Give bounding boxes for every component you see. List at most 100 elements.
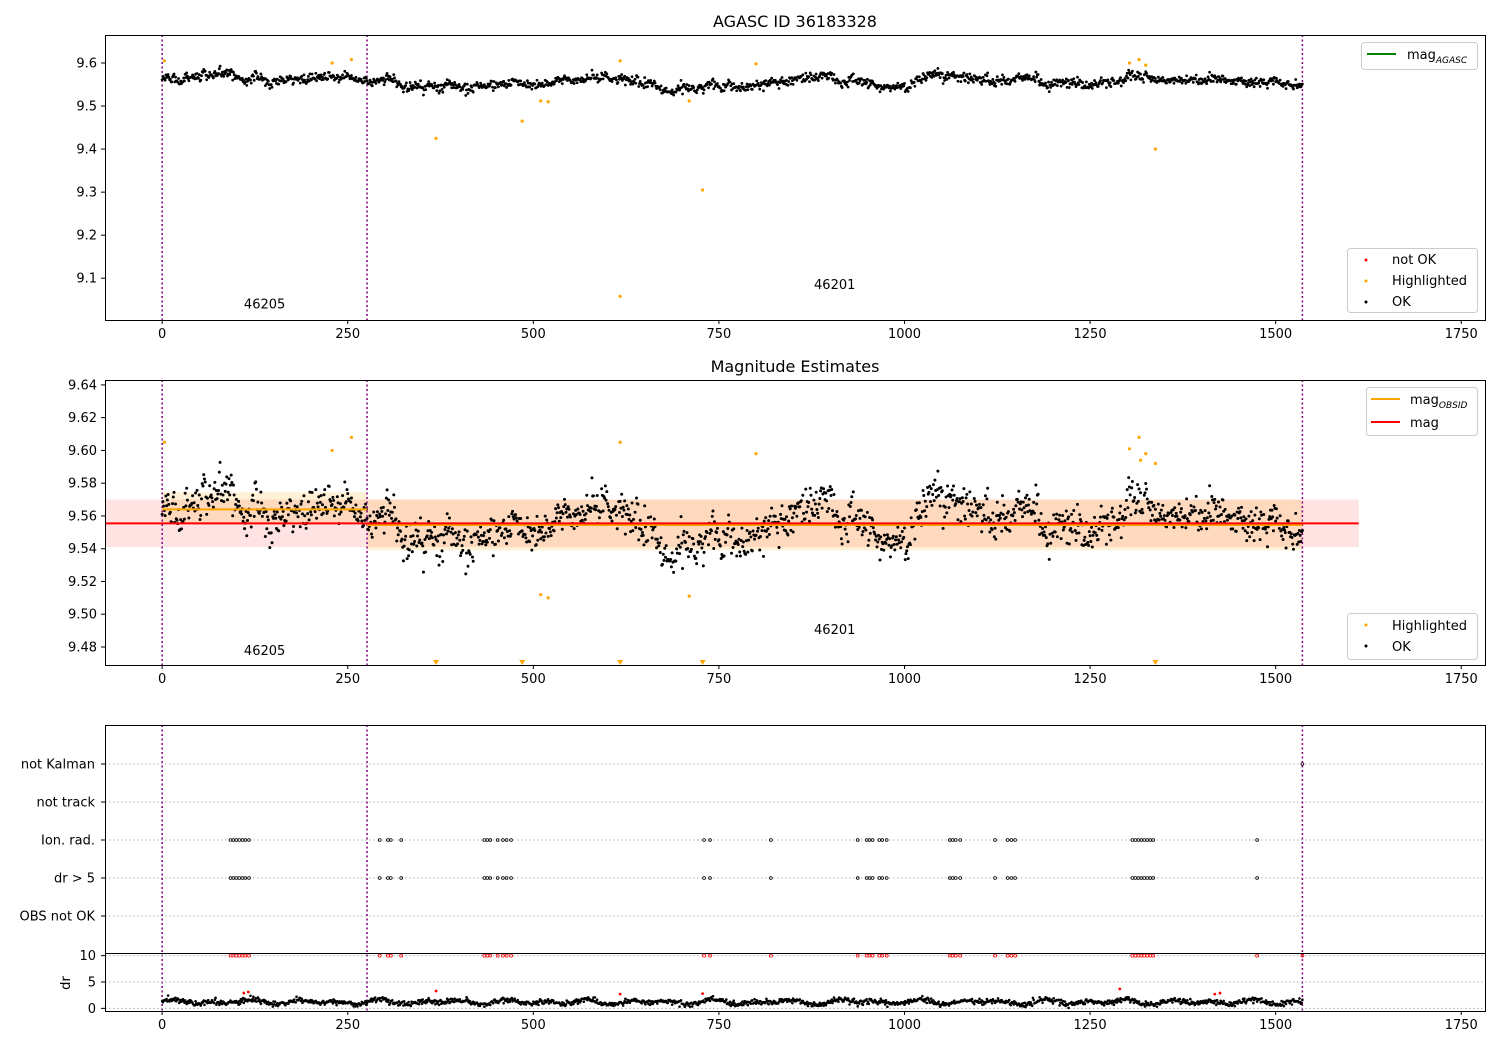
ok-point xyxy=(585,493,589,497)
ok-point xyxy=(1025,493,1029,497)
ok-point xyxy=(1251,81,1255,85)
ok-point xyxy=(287,76,291,80)
ok-point xyxy=(896,525,900,529)
ok-point xyxy=(920,77,924,81)
dr-point xyxy=(1127,996,1130,999)
ok-point xyxy=(163,514,167,518)
ok-point xyxy=(1147,506,1151,510)
dr-point xyxy=(670,1003,674,1006)
ok-point xyxy=(1121,514,1125,518)
dr-point xyxy=(249,994,252,998)
ok-point xyxy=(767,533,771,537)
dr-point xyxy=(513,997,517,1001)
ok-point xyxy=(965,492,969,496)
flag-point xyxy=(1009,838,1014,842)
ok-point xyxy=(421,544,425,548)
ok-point xyxy=(575,81,579,85)
ok-point xyxy=(1122,518,1126,522)
ok-point xyxy=(395,539,399,543)
dr-point xyxy=(767,1002,770,1006)
ok-point xyxy=(400,537,404,541)
ok-point xyxy=(284,519,288,523)
panel-1-legend-lower: not OK Highlighted OK xyxy=(1347,248,1478,313)
ok-point xyxy=(1144,482,1148,486)
flag-point xyxy=(488,876,493,880)
ok-point xyxy=(211,505,215,509)
ok-point xyxy=(1258,85,1262,88)
ok-point xyxy=(1062,525,1066,529)
ok-point xyxy=(927,490,931,494)
ok-point xyxy=(1090,545,1094,549)
ok-point xyxy=(840,542,844,546)
ok-point xyxy=(946,70,949,74)
ok-point xyxy=(934,495,938,499)
ok-point xyxy=(442,85,446,89)
ok-point xyxy=(252,74,255,78)
ok-point xyxy=(1032,75,1036,79)
ok-point xyxy=(940,72,944,75)
ok-point xyxy=(1038,83,1041,87)
legend-mag-agasc-label: mag xyxy=(1407,48,1436,63)
dr-point xyxy=(402,1004,405,1007)
ok-point xyxy=(1035,502,1039,506)
ok-point xyxy=(231,78,235,82)
legend-highlighted-2: Highlighted xyxy=(1392,619,1467,634)
ok-point xyxy=(812,498,816,502)
ok-point xyxy=(538,528,542,532)
ok-point xyxy=(1063,519,1067,523)
ok-point xyxy=(801,493,805,497)
ok-point xyxy=(272,516,276,520)
ok-point xyxy=(1106,78,1110,82)
ok-point xyxy=(658,550,662,554)
ok-point xyxy=(641,533,645,537)
ok-point xyxy=(1284,87,1288,91)
ok-point xyxy=(1158,511,1162,515)
ok-point xyxy=(228,493,232,497)
ok-point xyxy=(920,81,923,85)
panel-2-title: Magnitude Estimates xyxy=(711,357,880,376)
ok-point xyxy=(679,515,683,519)
ok-point xyxy=(213,480,217,484)
ok-point xyxy=(1046,542,1050,546)
ok-point xyxy=(790,504,794,508)
ok-point xyxy=(455,536,459,540)
ok-point xyxy=(268,87,272,90)
ok-point xyxy=(1154,77,1157,80)
dr-point xyxy=(624,997,627,1001)
dr-notok-point xyxy=(242,991,246,995)
ok-point xyxy=(1283,531,1287,535)
dr-clipped-point xyxy=(880,953,885,958)
ok-point xyxy=(913,537,917,541)
dr-point xyxy=(356,1005,359,1008)
ok-point xyxy=(1038,532,1042,536)
ok-point xyxy=(1084,80,1088,84)
ok-point xyxy=(1021,78,1024,82)
ok-point xyxy=(502,84,506,88)
dr-clipped-point xyxy=(993,953,997,958)
ok-point xyxy=(162,504,166,508)
flag-point xyxy=(855,876,860,880)
ok-point xyxy=(323,71,327,75)
ok-point xyxy=(299,502,303,506)
ok-point xyxy=(548,530,552,534)
ok-point xyxy=(524,536,528,540)
dr-point xyxy=(397,1000,401,1003)
ok-point xyxy=(959,80,963,84)
dr-point xyxy=(331,1002,335,1005)
svg-text:magOBSID: magOBSID xyxy=(1410,393,1468,411)
ok-point xyxy=(1042,530,1046,534)
ok-point xyxy=(622,508,626,512)
ok-point xyxy=(290,77,294,81)
ok-point xyxy=(442,533,446,537)
ok-point xyxy=(246,518,250,522)
ok-point xyxy=(1264,525,1268,529)
ok-point xyxy=(444,525,448,529)
dr-point xyxy=(255,1000,258,1003)
ok-point xyxy=(938,504,942,508)
ok-point xyxy=(463,82,467,86)
ok-point xyxy=(1136,74,1140,78)
ok-point xyxy=(1230,78,1234,82)
ok-point xyxy=(1220,78,1223,82)
ok-point xyxy=(367,528,371,532)
dr-clipped-point xyxy=(243,953,248,958)
